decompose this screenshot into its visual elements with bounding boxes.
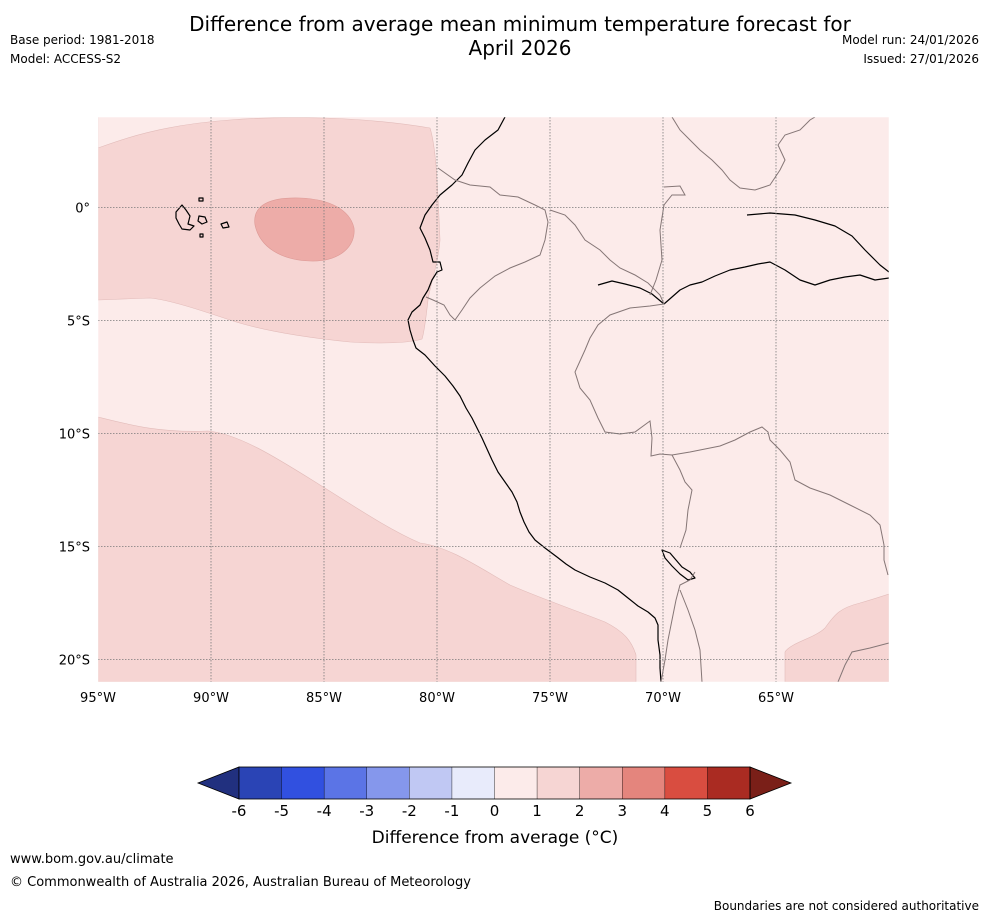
map-frame <box>97 116 890 683</box>
lat-label: 5°S <box>67 314 90 329</box>
border-southeast <box>837 642 889 682</box>
coastline-amazon-river <box>597 261 889 305</box>
lon-label: 65°W <box>758 691 794 706</box>
colorbar <box>196 766 793 800</box>
coastline-south-america <box>407 117 662 682</box>
galapagos-islands <box>175 197 230 238</box>
footer-boundary-note: Boundaries are not considered authoritat… <box>713 899 979 913</box>
graticule <box>98 117 889 682</box>
colorbar-tick: 6 <box>745 802 755 820</box>
border-bolivia-west <box>679 589 703 682</box>
anomaly-region-1-2-south <box>98 416 637 682</box>
lon-label: 90°W <box>193 691 229 706</box>
lon-label: 85°W <box>306 691 342 706</box>
colorbar-ticks: -6 -5 -4 -3 -2 -1 0 1 2 3 4 5 6 <box>232 802 755 820</box>
border-colombia-brazil <box>649 185 686 296</box>
colorbar-tick: 3 <box>617 802 627 820</box>
title-line-2: April 2026 <box>468 36 572 60</box>
model-name: Model: ACCESS-S2 <box>10 52 122 66</box>
meta-right: Model run: 24/01/2026 Issued: 27/01/2026 <box>842 31 979 69</box>
colorbar-segment <box>451 767 495 799</box>
anomaly-region-2-3 <box>254 197 355 262</box>
colorbar-extend-low <box>196 766 240 800</box>
coastline-lake-titicaca <box>661 549 696 581</box>
issued-date: Issued: 27/01/2026 <box>863 52 979 66</box>
lat-label: 10°S <box>59 427 90 442</box>
border-colombia-ecuador <box>425 167 549 321</box>
latitude-labels: 0° 5°S 10°S 15°S 20°S <box>59 201 90 668</box>
model-run: Model run: 24/01/2026 <box>841 33 979 47</box>
colorbar-segment <box>537 767 580 799</box>
colorbar-tick: -6 <box>232 802 247 820</box>
colorbar-tick: -1 <box>444 802 459 820</box>
colorbar-segment <box>622 767 666 799</box>
meta-left: Base period: 1981-2018 Model: ACCESS-S2 <box>10 31 155 69</box>
colorbar-segment <box>579 767 623 799</box>
colorbar-tick: -4 <box>317 802 332 820</box>
colorbar-segment <box>324 767 368 799</box>
colorbar-segment <box>239 767 282 799</box>
lon-label: 75°W <box>532 691 568 706</box>
lat-label: 20°S <box>59 653 90 668</box>
colorbar-segment <box>707 767 751 799</box>
footer-url[interactable]: www.bom.gov.au/climate <box>10 852 174 867</box>
colorbar-tick: -5 <box>274 802 289 820</box>
footer-copyright: © Commonwealth of Australia 2026, Austra… <box>10 875 471 890</box>
lat-label: 15°S <box>59 540 90 555</box>
colorbar-tick: -3 <box>359 802 374 820</box>
colorbar-segment <box>281 767 325 799</box>
anomaly-region-1-2-east <box>784 593 889 682</box>
map-panel <box>98 117 889 682</box>
lon-label: 95°W <box>80 691 116 706</box>
lon-label: 70°W <box>645 691 681 706</box>
colorbar-tick: 0 <box>490 802 500 820</box>
colorbar-segment <box>409 767 453 799</box>
colorbar-segment <box>366 767 410 799</box>
border-peru-brazil <box>549 209 693 549</box>
lon-label: 80°W <box>419 691 455 706</box>
base-period: Base period: 1981-2018 <box>10 33 155 47</box>
colorbar-tick: 2 <box>575 802 585 820</box>
colorbar-tick: 5 <box>703 802 713 820</box>
lat-label: 0° <box>75 201 90 216</box>
colorbar-extend-high <box>749 766 793 800</box>
border-bolivia-brazil <box>671 426 889 576</box>
border-chile-argentina <box>660 571 696 682</box>
colorbar-tick: -2 <box>402 802 417 820</box>
longitude-labels: 95°W 90°W 85°W 80°W 75°W 70°W 65°W <box>80 691 794 706</box>
colorbar-segment <box>494 767 538 799</box>
map-title: Difference from average mean minimum tem… <box>160 12 880 60</box>
title-line-1: Difference from average mean minimum tem… <box>189 12 851 36</box>
border-venezuela-brazil <box>671 117 816 191</box>
colorbar-label: Difference from average (°C) <box>371 828 619 848</box>
colorbar-segment <box>664 767 708 799</box>
coastline-rio-negro <box>746 212 889 273</box>
colorbar-tick: 4 <box>660 802 670 820</box>
colorbar-tick: 1 <box>532 802 542 820</box>
